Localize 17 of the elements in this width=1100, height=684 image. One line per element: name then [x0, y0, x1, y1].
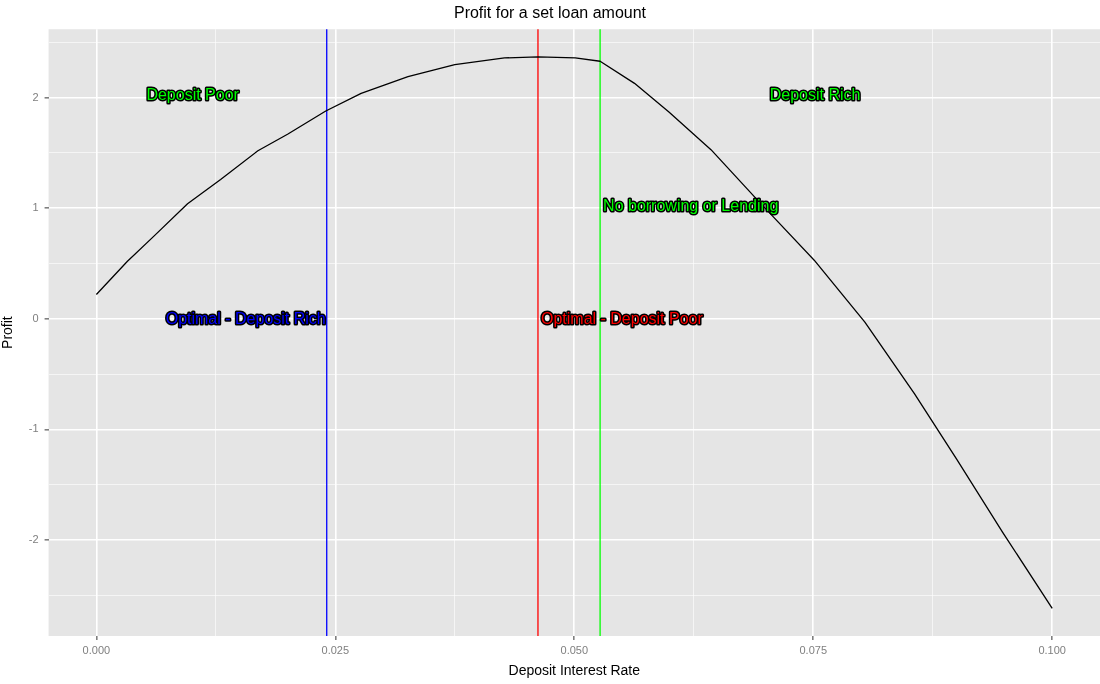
x-tick-label: 0.075 — [799, 643, 828, 656]
y-axis-title: Profit — [0, 316, 16, 349]
x-axis-title: Deposit Interest Rate — [508, 662, 641, 679]
y-tick-label: -2 — [28, 532, 39, 545]
annotation: Deposit Poor — [146, 86, 240, 104]
annotation: Deposit Rich — [769, 86, 861, 104]
y-tick-label: 0 — [32, 311, 39, 324]
y-tick-label: 1 — [32, 201, 39, 214]
chart-title: Profit for a set loan amount — [453, 4, 647, 22]
x-tick-label: 0.000 — [82, 643, 111, 656]
x-tick-label: 0.025 — [321, 643, 350, 656]
x-tick-label: 0.100 — [1038, 643, 1066, 656]
ref-line-label: Optimal - Deposit Poor — [540, 309, 704, 327]
x-tick-label: 0.050 — [560, 643, 589, 656]
ref-line-label: Optimal - Deposit Rich — [165, 309, 326, 327]
y-tick-label: -1 — [28, 422, 39, 435]
y-tick-label: 2 — [32, 90, 39, 103]
